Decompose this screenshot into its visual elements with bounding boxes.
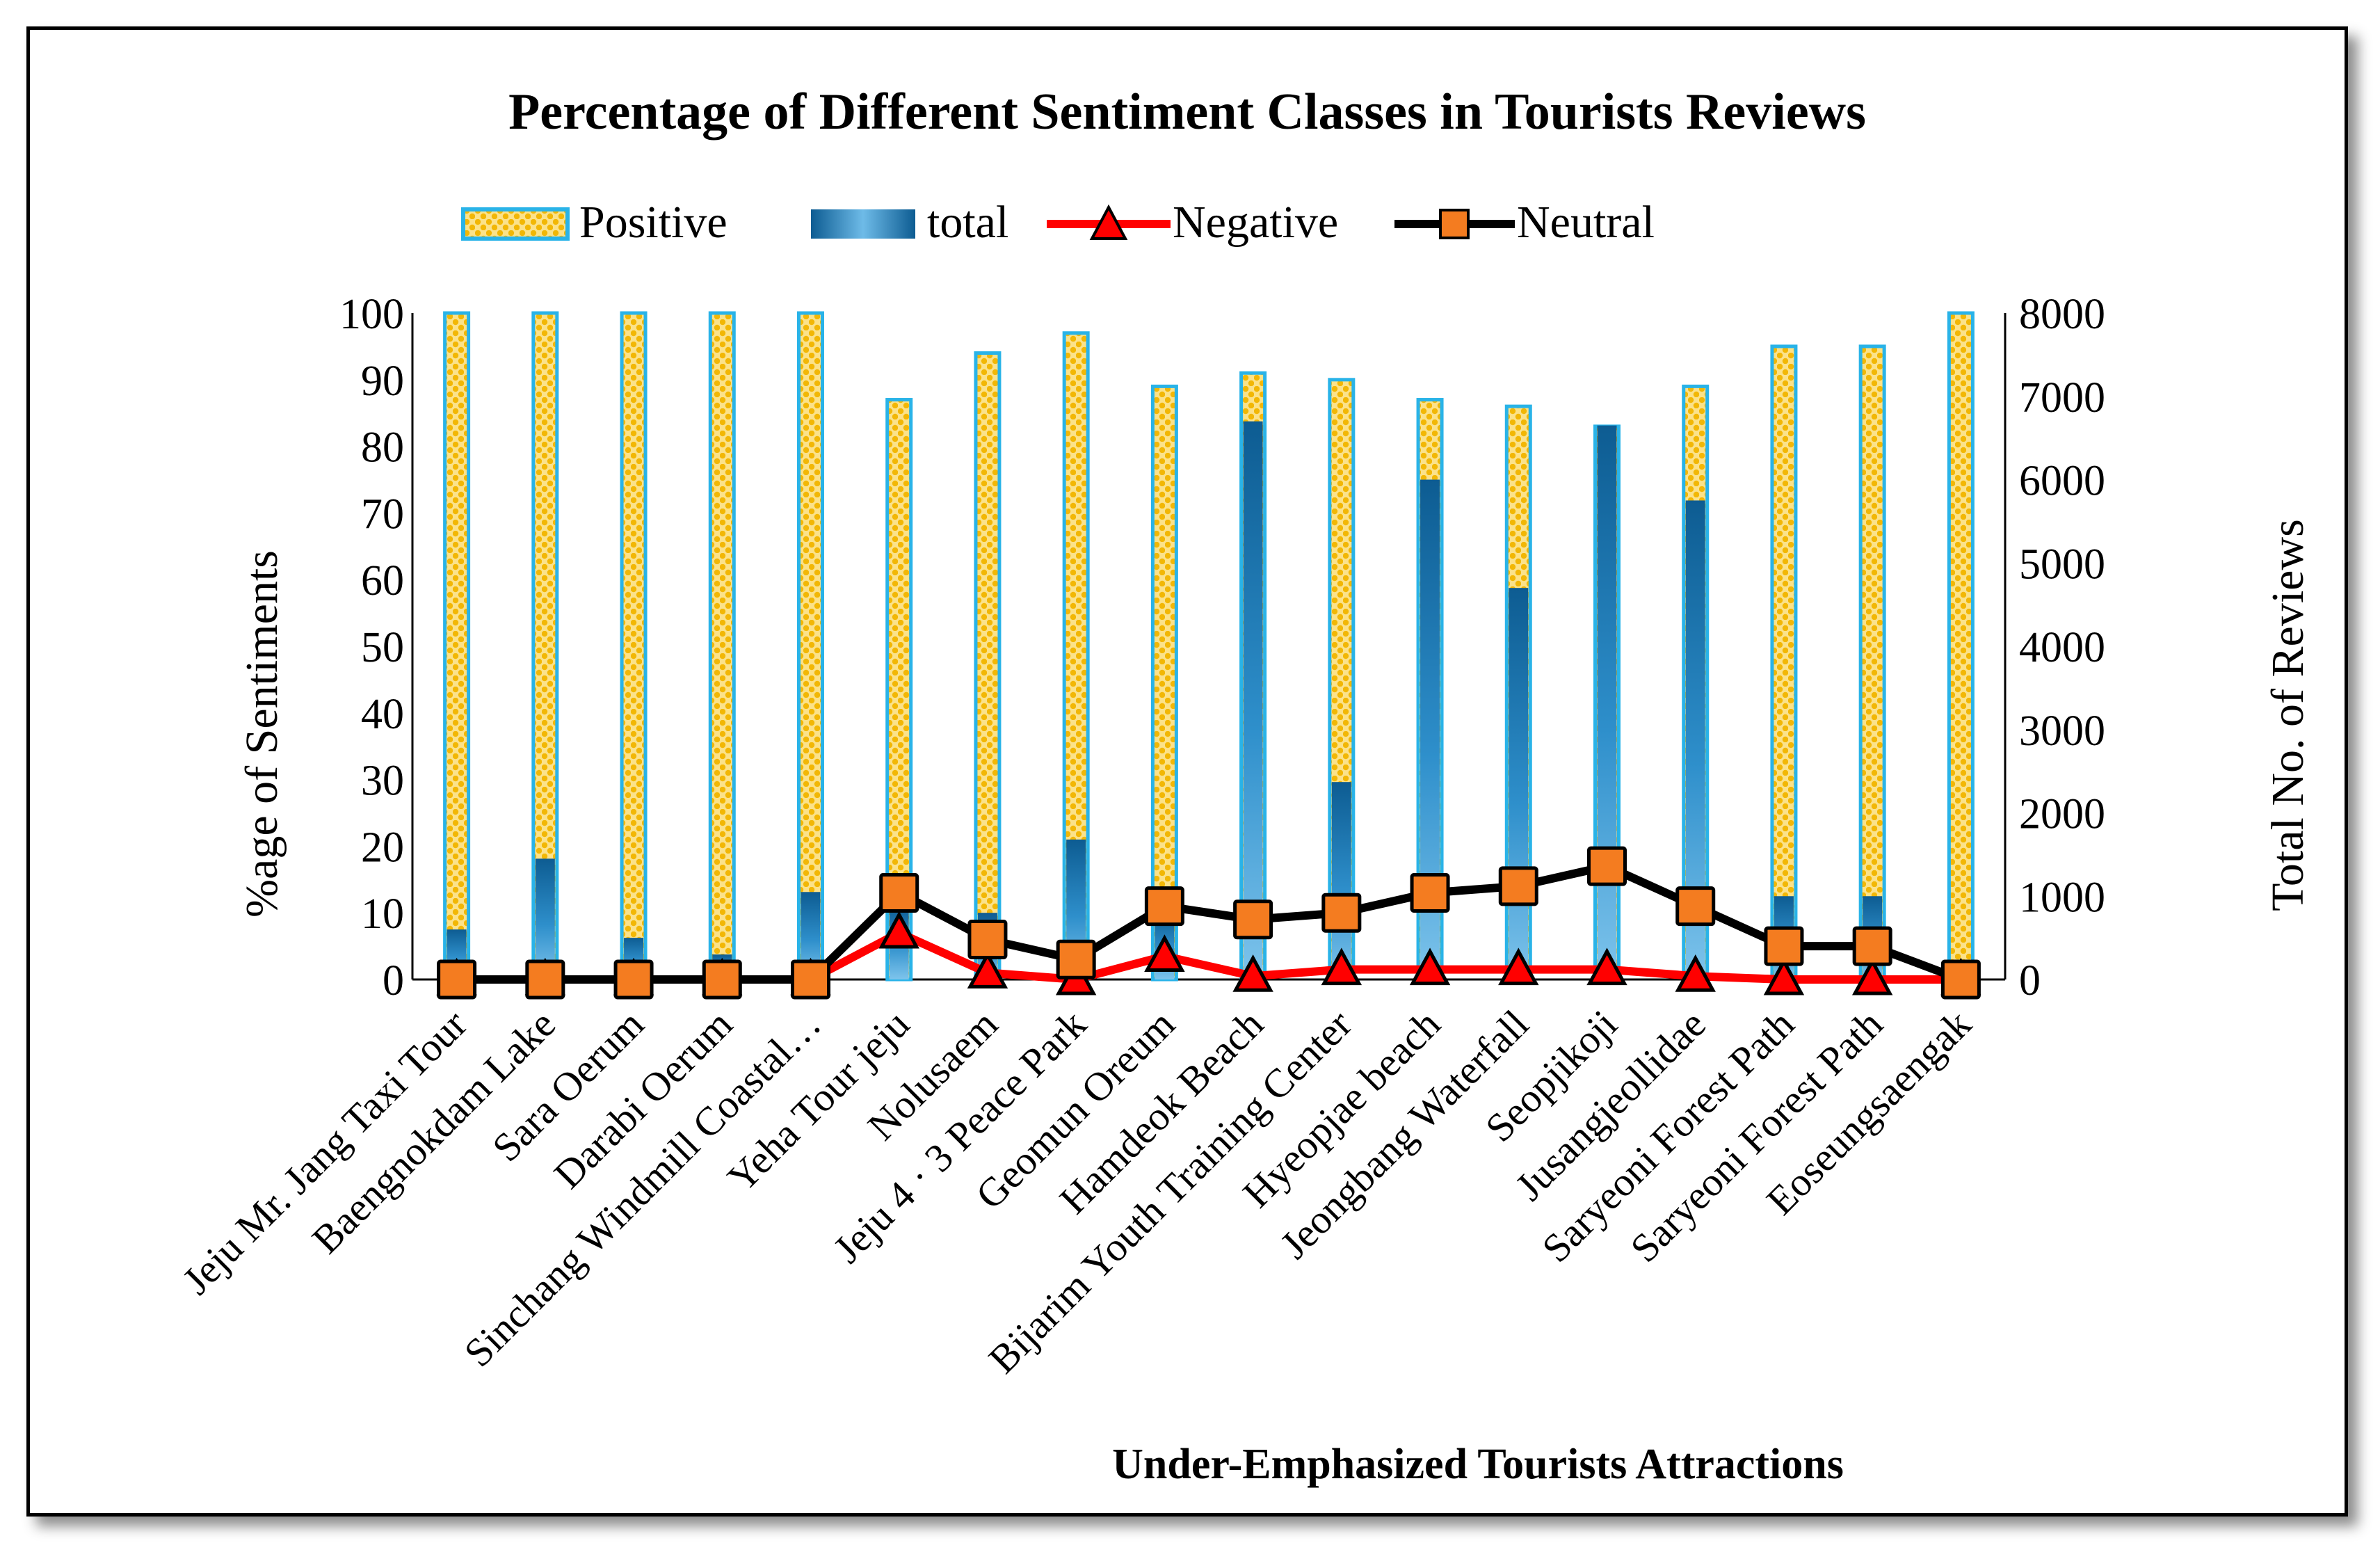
point-neutral: [1675, 886, 1716, 927]
legend-label-negative: Negative: [1173, 197, 1338, 248]
point-negative: [1675, 954, 1716, 992]
legend-item-neutral: Neutral: [1394, 197, 1655, 248]
y-tick-label: 0: [383, 957, 404, 1005]
point-neutral: [879, 872, 919, 913]
bar-total: [1597, 425, 1617, 979]
chart-canvas: Percentage of Different Sentiment Classe…: [174, 83, 2313, 1488]
point-negative: [1321, 947, 1362, 986]
y-tick-label: 70: [361, 490, 404, 538]
y2-axis-title: Total No. of Reviews: [2262, 519, 2313, 911]
legend-marker-negative: [1089, 204, 1128, 240]
point-neutral: [1498, 866, 1538, 906]
point-neutral: [1144, 886, 1184, 927]
point-neutral: [1852, 926, 1892, 966]
point-neutral: [1587, 846, 1627, 886]
bar-positive: [443, 311, 471, 982]
legend-item-positive: Positive: [461, 197, 727, 248]
legend-swatch-total: [811, 209, 915, 239]
legend: Positive total Negative Neutral: [461, 197, 1655, 248]
point-negative: [1851, 957, 1893, 995]
chart-frame: Percentage of Different Sentiment Classe…: [26, 26, 2348, 1517]
y-axis-title: %age of Sentiments: [236, 550, 287, 918]
point-negative: [1586, 947, 1627, 986]
point-neutral: [1321, 893, 1362, 933]
point-neutral: [613, 959, 654, 1000]
point-neutral: [1056, 939, 1096, 979]
bar-positive: [1947, 311, 1975, 982]
point-neutral: [702, 959, 742, 1000]
point-negative: [878, 911, 919, 949]
line-negative: [456, 928, 1961, 984]
y-tick-label: 20: [361, 824, 404, 871]
point-negative: [1409, 947, 1451, 986]
legend-label-neutral: Neutral: [1517, 197, 1655, 248]
y-tick-label: 100: [339, 291, 404, 338]
point-neutral: [1764, 926, 1804, 966]
bar-total: [1243, 421, 1263, 979]
y2-tick-label: 4000: [2019, 624, 2105, 671]
point-neutral: [1410, 872, 1450, 913]
point-neutral: [791, 959, 830, 1000]
y2-tick-label: 2000: [2019, 791, 2105, 838]
bar-positive: [708, 311, 736, 982]
plot-area: 0102030405060708090100010002000300040005…: [174, 291, 2105, 1382]
y-tick-label: 60: [361, 557, 404, 605]
y2-tick-label: 6000: [2019, 458, 2105, 505]
y-tick-label: 50: [361, 624, 404, 671]
point-negative: [1144, 934, 1185, 972]
bar-positive: [974, 351, 1002, 982]
y2-tick-label: 3000: [2019, 707, 2105, 755]
point-negative: [967, 951, 1008, 989]
point-neutral: [437, 959, 477, 1000]
y-tick-label: 80: [361, 424, 404, 472]
y-tick-label: 10: [361, 890, 404, 938]
chart-title: Percentage of Different Sentiment Classe…: [508, 83, 1866, 141]
point-neutral: [1233, 899, 1273, 940]
point-negative: [1498, 947, 1539, 986]
point-negative: [1232, 954, 1273, 992]
legend-item-total: total: [811, 197, 1008, 248]
y-tick-label: 40: [361, 691, 404, 738]
y2-tick-label: 7000: [2019, 374, 2105, 422]
point-neutral: [1940, 959, 1981, 1000]
legend-item-negative: Negative: [1047, 197, 1338, 248]
legend-swatch-positive: [461, 207, 570, 241]
x-axis-title: Under-Emphasized Tourists Attractions: [1112, 1441, 1844, 1488]
y2-tick-label: 1000: [2019, 874, 2105, 921]
legend-marker-neutral: [1439, 209, 1470, 239]
bar-total: [1509, 588, 1529, 979]
legend-label-positive: Positive: [579, 197, 727, 248]
point-neutral: [967, 920, 1008, 960]
bar-positive: [1770, 344, 1798, 982]
point-neutral: [525, 959, 565, 1000]
y2-tick-label: 0: [2019, 957, 2041, 1005]
bar-positive: [797, 311, 824, 982]
y-tick-label: 90: [361, 358, 404, 405]
legend-label-total: total: [927, 197, 1008, 248]
point-negative: [1763, 957, 1805, 995]
y-tick-label: 30: [361, 758, 404, 805]
bar-positive: [620, 311, 648, 982]
bar-total: [1331, 782, 1351, 979]
bar-positive: [1858, 344, 1886, 982]
y2-tick-label: 5000: [2019, 541, 2105, 588]
y2-tick-label: 8000: [2019, 291, 2105, 338]
